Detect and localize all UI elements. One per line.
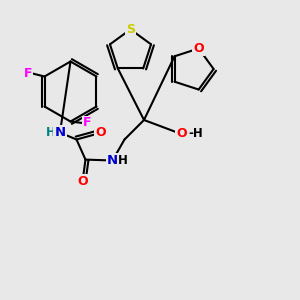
Text: S: S — [126, 23, 135, 36]
Text: H: H — [118, 154, 128, 167]
Text: O: O — [95, 126, 106, 140]
Text: F: F — [83, 116, 91, 130]
Text: O: O — [176, 127, 187, 140]
Text: H: H — [46, 126, 55, 139]
Text: N: N — [54, 126, 66, 139]
Text: N: N — [107, 154, 118, 167]
Text: F: F — [24, 67, 32, 80]
Text: O: O — [194, 42, 204, 55]
Text: O: O — [77, 175, 88, 188]
Text: -H: -H — [188, 127, 203, 140]
